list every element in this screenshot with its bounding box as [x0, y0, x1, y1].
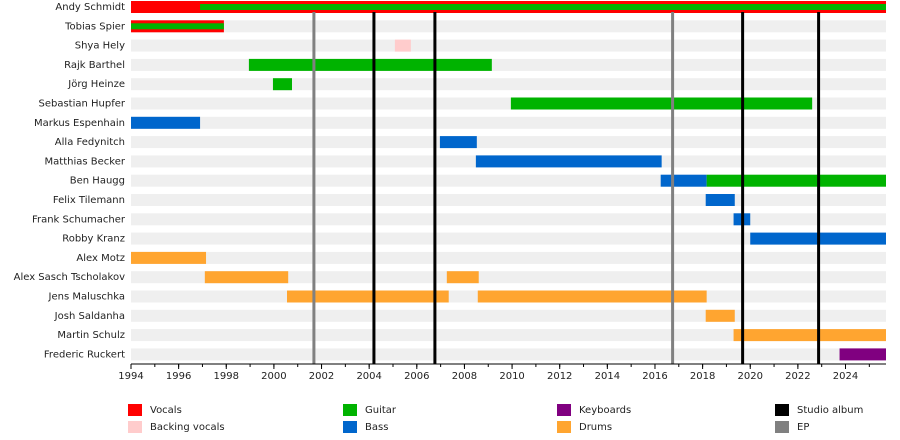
member-name: Rajk Barthel	[64, 60, 125, 71]
x-tick-label: 2006	[404, 371, 429, 382]
x-tick-label: 2002	[309, 371, 334, 382]
legend-swatch	[128, 404, 142, 416]
row-background	[131, 251, 886, 264]
legend-label: Studio album	[797, 405, 863, 416]
member-name: Ben Haugg	[70, 176, 125, 187]
member-bar	[705, 194, 735, 206]
member-name: Markus Espenhain	[34, 118, 125, 129]
row-background	[131, 58, 886, 71]
x-tick-label: 2014	[595, 371, 620, 382]
legend-swatch	[557, 404, 571, 416]
member-name: Martin Schulz	[57, 330, 125, 341]
legend-label: Backing vocals	[150, 422, 225, 433]
member-name: Alla Fedynitch	[55, 137, 125, 148]
legend-label: EP	[797, 422, 809, 433]
row-background	[131, 309, 886, 322]
legend-label: Guitar	[365, 405, 397, 416]
member-name: Frank Schumacher	[32, 214, 126, 225]
member-name: Alex Motz	[76, 253, 125, 264]
member-bar	[131, 116, 201, 129]
row-background	[131, 136, 886, 149]
member-name: Robby Kranz	[62, 234, 125, 245]
member-bar	[131, 23, 224, 30]
x-tick-label: 2024	[833, 371, 858, 382]
row-background	[131, 116, 886, 129]
legend-label: Bass	[365, 422, 388, 433]
member-name: Matthias Becker	[45, 156, 126, 167]
member-bar	[272, 78, 293, 91]
legend-label: Drums	[579, 422, 612, 433]
member-bar	[131, 251, 207, 264]
member-name: Jens Maluschka	[48, 292, 126, 303]
member-name: Tobias Spier	[64, 21, 126, 32]
legend-swatch	[775, 421, 789, 433]
x-tick-label: 2008	[452, 371, 477, 382]
x-tick-label: 1998	[214, 371, 239, 382]
member-bar	[733, 329, 886, 342]
legend-swatch	[557, 421, 571, 433]
member-name: Felix Tilemann	[53, 195, 125, 206]
x-tick-label: 1996	[166, 371, 191, 382]
row-background	[131, 39, 886, 52]
member-bar	[477, 290, 707, 303]
legend-label: Vocals	[150, 405, 182, 416]
legend-swatch	[775, 404, 789, 416]
member-bar	[839, 348, 886, 361]
legend-swatch	[343, 421, 357, 433]
row-background	[131, 348, 886, 361]
member-bar	[200, 4, 886, 10]
member-bar	[705, 309, 735, 322]
member-bar	[248, 58, 492, 71]
legend-swatch	[343, 404, 357, 416]
row-background	[131, 329, 886, 342]
row-background	[131, 78, 886, 91]
x-tick-label: 2012	[547, 371, 572, 382]
x-tick-label: 2004	[356, 371, 381, 382]
x-tick-label: 2020	[738, 371, 763, 382]
x-tick-label: 1994	[118, 371, 143, 382]
member-name: Andy Schmidt	[55, 2, 125, 13]
x-tick-label: 2022	[785, 371, 810, 382]
legend-label: Keyboards	[579, 405, 631, 416]
row-background	[131, 20, 886, 33]
row-background	[131, 232, 886, 245]
x-tick-label: 2016	[642, 371, 667, 382]
member-bar	[706, 174, 886, 187]
member-name: Jörg Heinze	[67, 79, 125, 90]
member-name: Alex Sasch Tscholakov	[14, 272, 125, 283]
member-bar	[439, 136, 477, 149]
row-background	[131, 271, 886, 284]
member-name: Josh Saldanha	[54, 311, 125, 322]
x-tick-label: 2000	[261, 371, 286, 382]
member-bar	[510, 97, 813, 110]
member-bar	[446, 271, 479, 284]
member-bar	[204, 271, 289, 284]
member-name: Shya Hely	[75, 41, 125, 52]
member-bar	[287, 290, 449, 303]
x-tick-label: 2018	[690, 371, 715, 382]
member-bar	[660, 174, 707, 187]
member-name: Sebastian Hupfer	[38, 99, 125, 110]
member-name: Frederic Ruckert	[44, 349, 125, 360]
x-tick-label: 2010	[499, 371, 524, 382]
row-background	[131, 213, 886, 226]
legend-swatch	[128, 421, 142, 433]
member-bar	[394, 39, 411, 52]
member-bar	[475, 155, 662, 168]
row-background	[131, 194, 886, 206]
